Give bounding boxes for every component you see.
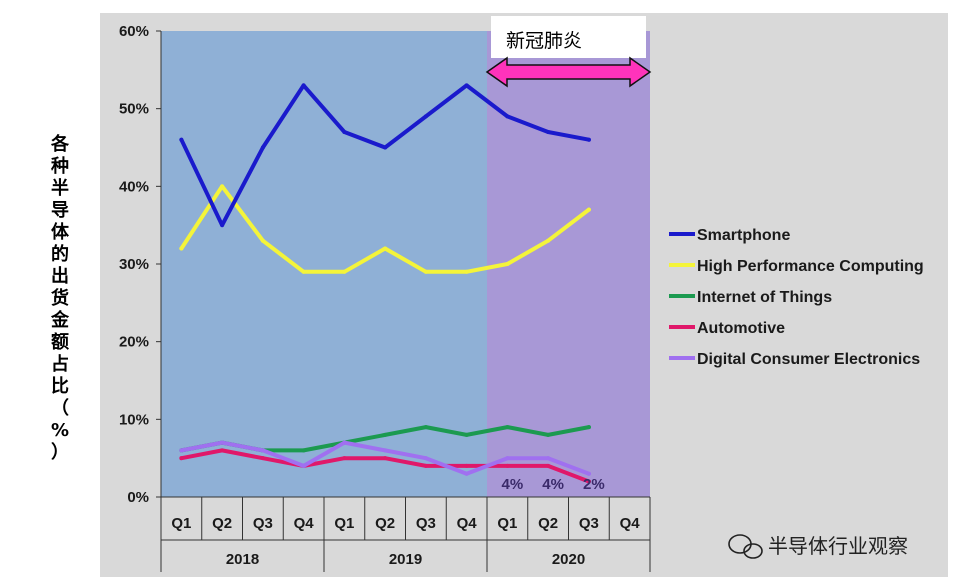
x-tick-label: Q2 — [538, 515, 558, 532]
data-point-high-performance-computing — [179, 246, 184, 251]
y-tick-label: 0% — [127, 489, 149, 506]
data-point-smartphone — [505, 114, 510, 119]
data-label: 2% — [583, 476, 605, 493]
data-point-internet-of-things — [505, 425, 510, 430]
y-tick-label: 20% — [119, 334, 149, 351]
data-point-smartphone — [220, 223, 225, 228]
data-point-digital-consumer-electronics — [505, 456, 510, 461]
data-point-high-performance-computing — [586, 207, 591, 212]
watermark-text: 半导体行业观察 — [768, 534, 908, 558]
x-tick-label: Q3 — [579, 515, 599, 532]
data-point-high-performance-computing — [342, 269, 347, 274]
plot-area-covid-period — [487, 31, 650, 497]
x-tick-label: Q4 — [620, 515, 641, 532]
legend-entry: Internet of Things — [697, 289, 832, 306]
data-point-digital-consumer-electronics — [423, 456, 428, 461]
data-point-high-performance-computing — [505, 262, 510, 266]
legend-entry: High Performance Computing — [697, 258, 924, 275]
data-point-automotive — [220, 448, 225, 453]
x-tick-label: Q1 — [171, 515, 191, 532]
data-point-automotive — [464, 463, 469, 468]
data-point-smartphone — [423, 114, 428, 119]
data-point-internet-of-things — [546, 432, 551, 437]
data-point-internet-of-things — [383, 432, 388, 437]
data-point-internet-of-things — [464, 432, 469, 437]
x-tick-label: Q3 — [416, 515, 436, 532]
data-point-smartphone — [383, 145, 388, 150]
data-point-automotive — [179, 456, 184, 461]
data-point-internet-of-things — [301, 448, 306, 453]
data-point-digital-consumer-electronics — [179, 448, 184, 453]
y-tick-label: 40% — [119, 178, 149, 195]
data-point-automotive — [546, 463, 551, 468]
x-tick-label: Q2 — [375, 515, 395, 532]
x-tick-label: Q4 — [457, 515, 478, 532]
x-tick-label: Q2 — [212, 515, 232, 532]
data-point-digital-consumer-electronics — [464, 471, 469, 476]
data-label: 4% — [542, 476, 564, 493]
annotation-label: 新冠肺炎 — [506, 30, 582, 52]
covid-period-arrow — [485, 56, 652, 88]
data-point-automotive — [383, 456, 388, 461]
y-tick-label: 50% — [119, 101, 149, 118]
data-point-high-performance-computing — [260, 238, 265, 243]
data-point-automotive — [260, 456, 265, 461]
data-point-smartphone — [586, 137, 591, 142]
data-point-digital-consumer-electronics — [586, 471, 591, 476]
data-point-internet-of-things — [423, 425, 428, 430]
data-point-automotive — [505, 463, 510, 468]
x-tick-label: Q3 — [253, 515, 273, 532]
data-point-digital-consumer-electronics — [342, 440, 347, 445]
data-point-high-performance-computing — [301, 269, 306, 274]
y-tick-label: 30% — [119, 256, 149, 273]
x-tick-label: Q1 — [497, 515, 517, 532]
x-year-label: 2019 — [389, 551, 422, 568]
y-axis-label: 各种半导体的出货金额占比（%） — [50, 133, 70, 463]
data-point-internet-of-things — [586, 425, 591, 430]
data-point-high-performance-computing — [546, 238, 551, 243]
x-tick-label: Q1 — [334, 515, 354, 532]
data-point-high-performance-computing — [423, 269, 428, 274]
data-label: 4% — [502, 476, 524, 493]
data-point-high-performance-computing — [220, 184, 225, 189]
data-point-smartphone — [260, 145, 265, 150]
data-point-digital-consumer-electronics — [260, 448, 265, 453]
data-point-automotive — [586, 479, 591, 484]
x-year-label: 2018 — [226, 551, 259, 568]
x-tick-label: Q4 — [294, 515, 315, 532]
data-point-high-performance-computing — [383, 246, 388, 251]
data-point-smartphone — [179, 137, 184, 142]
data-point-smartphone — [464, 83, 469, 88]
data-point-digital-consumer-electronics — [220, 440, 225, 445]
legend-entry: Digital Consumer Electronics — [697, 351, 920, 368]
data-point-digital-consumer-electronics — [383, 448, 388, 453]
annotation-box — [491, 16, 646, 58]
y-tick-label: 60% — [119, 23, 149, 40]
wechat-icon — [728, 534, 763, 559]
legend-entry: Smartphone — [697, 227, 790, 244]
data-point-high-performance-computing — [464, 269, 469, 274]
data-point-smartphone — [546, 129, 551, 134]
x-year-label: 2020 — [552, 551, 585, 568]
data-point-digital-consumer-electronics — [301, 463, 306, 468]
data-point-automotive — [423, 463, 428, 468]
legend-entry: Automotive — [697, 320, 785, 337]
data-point-automotive — [342, 456, 347, 461]
data-point-digital-consumer-electronics — [546, 456, 551, 461]
y-tick-label: 10% — [119, 411, 149, 428]
plot-area-pre-covid — [161, 31, 487, 497]
data-point-smartphone — [342, 129, 347, 134]
data-point-smartphone — [301, 83, 306, 88]
